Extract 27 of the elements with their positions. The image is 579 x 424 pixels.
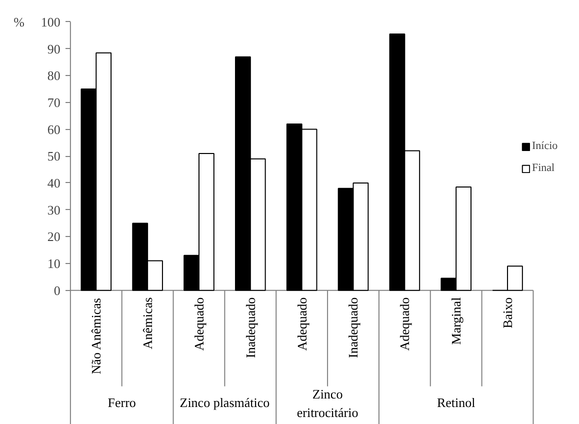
y-tick-label: 60 bbox=[47, 122, 60, 137]
y-tick-label: 50 bbox=[47, 148, 60, 164]
x-tick-label: Anêmicas bbox=[140, 297, 156, 350]
y-tick-label: 10 bbox=[47, 256, 60, 271]
x-tick-label: Adequado bbox=[397, 297, 412, 351]
x-tick-label: Não Anêmicas bbox=[88, 298, 104, 374]
text: Zinco plasmático bbox=[180, 394, 270, 410]
legend-label: Início bbox=[532, 140, 558, 152]
y-tick-label: 100 bbox=[40, 14, 60, 30]
y-tick-label: 40 bbox=[47, 175, 60, 190]
text: Zinco eritrocitário bbox=[296, 386, 358, 420]
y-tick-label: 20 bbox=[47, 229, 60, 244]
text: Retinol bbox=[436, 394, 476, 410]
y-tick-label: 0 bbox=[54, 282, 60, 298]
text: Ferro bbox=[108, 394, 136, 410]
y-tick-label: 90 bbox=[47, 41, 60, 56]
x-tick-label: Inadequado bbox=[346, 297, 361, 358]
y-tick-label: 80 bbox=[47, 68, 60, 84]
x-tick-label: Marginal bbox=[448, 296, 464, 345]
legend-label: Final bbox=[532, 162, 555, 174]
y-tick-label: 70 bbox=[47, 94, 60, 110]
y-tick-label: 30 bbox=[47, 202, 60, 218]
x-tick-label: Adequado bbox=[294, 297, 310, 351]
y-axis-title: % bbox=[14, 14, 25, 30]
x-tick-label: Adequado bbox=[191, 297, 206, 351]
x-tick-label: Inadequado bbox=[242, 297, 258, 358]
x-tick-label: Baixo bbox=[500, 297, 516, 328]
